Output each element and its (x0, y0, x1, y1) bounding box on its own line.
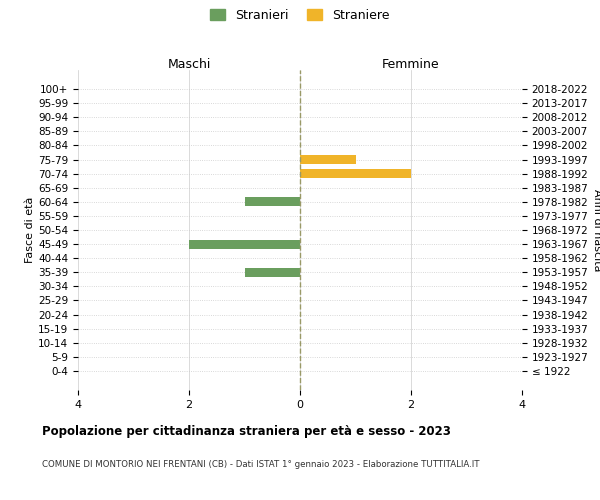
Text: COMUNE DI MONTORIO NEI FRENTANI (CB) - Dati ISTAT 1° gennaio 2023 - Elaborazione: COMUNE DI MONTORIO NEI FRENTANI (CB) - D… (42, 460, 479, 469)
Y-axis label: Anni di nascita: Anni di nascita (592, 188, 600, 271)
Bar (189, 240, 300, 248)
Text: Popolazione per cittadinanza straniera per età e sesso - 2023: Popolazione per cittadinanza straniera p… (42, 425, 451, 438)
Legend: Stranieri, Straniere: Stranieri, Straniere (208, 6, 392, 24)
Y-axis label: Fasce di età: Fasce di età (25, 197, 35, 263)
Text: Femmine: Femmine (382, 58, 440, 71)
Bar (300, 169, 411, 178)
Bar (245, 197, 300, 206)
Text: Maschi: Maschi (167, 58, 211, 71)
Bar (300, 155, 355, 164)
Bar (245, 268, 300, 277)
